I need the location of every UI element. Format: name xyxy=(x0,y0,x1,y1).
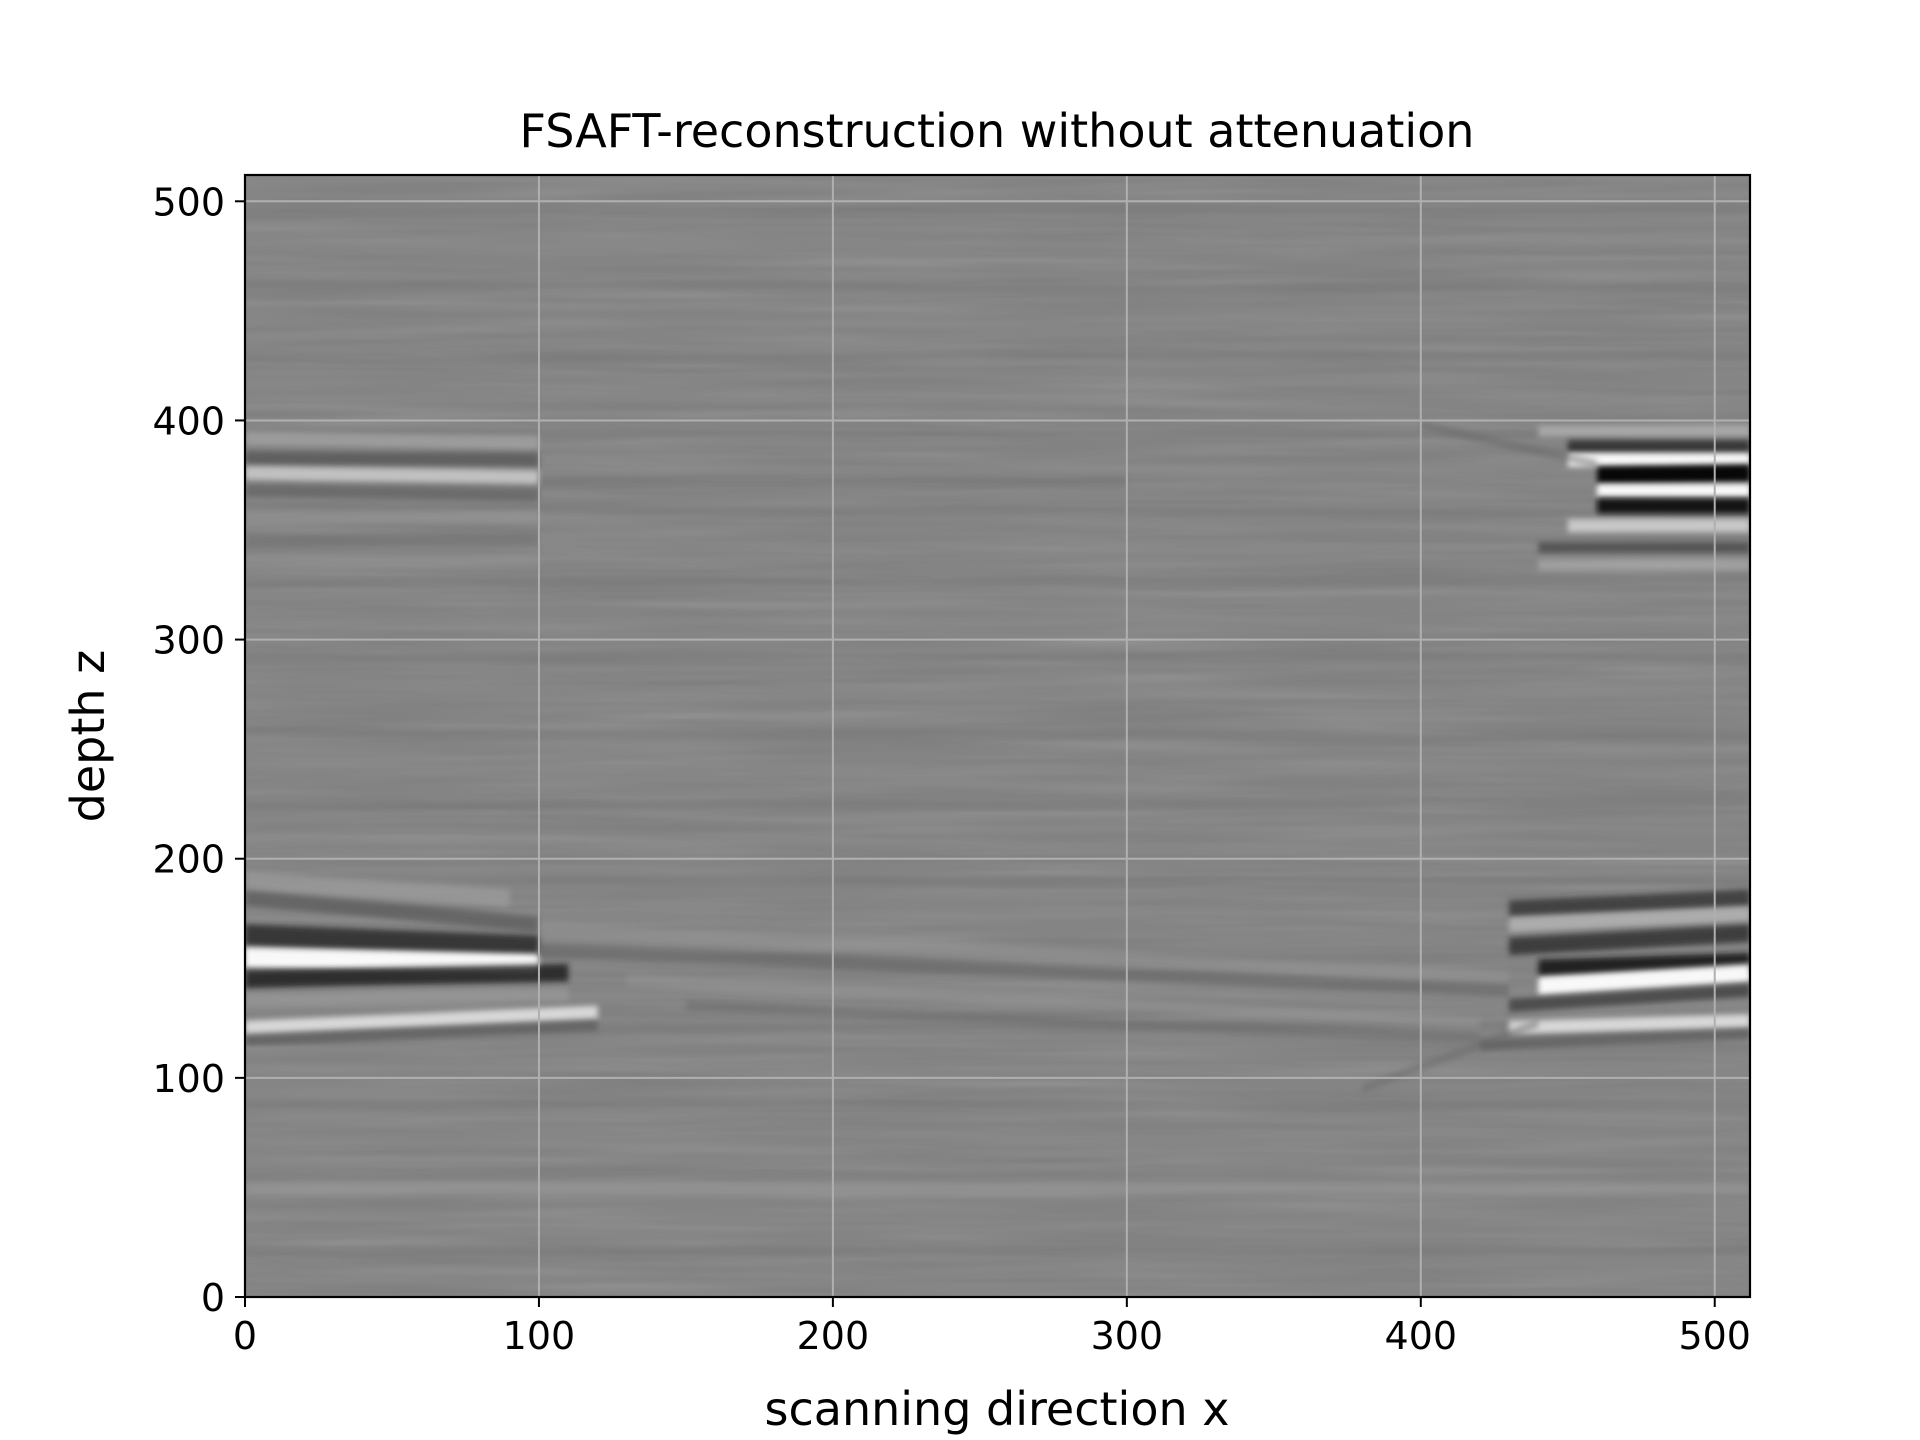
reflector-stripe xyxy=(245,1244,1750,1258)
reflector-stripe xyxy=(245,317,1750,327)
reflector-stripe xyxy=(245,764,1750,774)
reflector-stripe xyxy=(245,483,539,502)
reflector-stripe xyxy=(1538,963,1750,995)
reflector-stripe xyxy=(245,871,510,907)
reflector-stripe xyxy=(627,973,1480,1029)
reflector-stripe xyxy=(1567,519,1750,533)
heatmap-image xyxy=(245,175,1750,1297)
reflector-stripe xyxy=(1361,1018,1539,1094)
y-tick-label: 300 xyxy=(152,619,225,663)
reflector-stripe xyxy=(1597,498,1750,514)
x-axis-ticks: 0 100 200 300 400 500 xyxy=(233,1297,1751,1358)
y-axis-label: depth z xyxy=(61,650,115,823)
reflector-stripe xyxy=(1538,542,1750,554)
reflector-stripe xyxy=(1567,440,1750,454)
reflector-stripe xyxy=(1508,924,1750,956)
reflector-stripe xyxy=(245,890,539,933)
reflector-stripe xyxy=(245,540,1750,550)
reflector-stripe xyxy=(1508,889,1750,918)
reflector-stripe xyxy=(245,429,1750,438)
reflector-stripe xyxy=(1479,1028,1750,1051)
reflector-stripe xyxy=(245,988,569,1008)
reflector-stripe xyxy=(1508,1014,1750,1035)
y-axis-ticks: 0 100 200 300 400 500 xyxy=(152,180,245,1320)
reflector-stripe xyxy=(1508,905,1750,933)
reflector-stripe xyxy=(245,573,1750,587)
reflector-stripe xyxy=(245,652,1750,662)
reflector-stripes xyxy=(245,205,1750,1258)
x-tick-label: 400 xyxy=(1385,1314,1458,1358)
reflector-stripe xyxy=(245,532,539,548)
reflector-stripe xyxy=(245,727,1750,741)
reflector-stripe xyxy=(1538,425,1750,437)
reflector-stripe xyxy=(1597,464,1750,484)
reflector-stripe xyxy=(1508,983,1750,1013)
reflector-stripe xyxy=(538,944,1509,997)
x-tick-label: 300 xyxy=(1091,1314,1164,1358)
reflector-stripe xyxy=(245,510,539,524)
reflector-stripe xyxy=(245,451,539,467)
reflector-stripe xyxy=(245,685,1750,699)
reflector-stripe xyxy=(245,205,1750,215)
reflector-stripe xyxy=(245,838,1750,853)
axes-frame xyxy=(243,173,1752,1299)
reflector-stripe xyxy=(245,963,569,989)
x-axis-label: scanning direction x xyxy=(765,1382,1230,1436)
reflector-stripe xyxy=(245,615,1750,629)
y-tick-label: 0 xyxy=(201,1276,225,1320)
reflector-stripe xyxy=(245,1099,1750,1109)
reflector-stripe xyxy=(245,876,1750,886)
x-tick-label: 0 xyxy=(233,1314,257,1358)
reflector-stripe xyxy=(245,280,1750,294)
reflector-stripe xyxy=(245,555,539,567)
reflector-stripe xyxy=(245,238,1750,252)
reflector-stripe xyxy=(245,1180,1750,1195)
reflector-stripe xyxy=(1538,559,1750,571)
y-tick-label: 400 xyxy=(152,399,225,443)
reflector-stripe xyxy=(245,431,539,449)
x-tick-label: 200 xyxy=(797,1314,870,1358)
reflector-stripe xyxy=(245,462,1750,476)
reflector-stripe xyxy=(245,391,1750,406)
reflector-stripe xyxy=(245,1062,1750,1076)
y-tick-label: 100 xyxy=(152,1057,225,1101)
x-tick-label: 100 xyxy=(503,1314,576,1358)
reflector-stripe xyxy=(245,1019,598,1047)
reflector-stripe xyxy=(1597,483,1750,498)
x-tick-label: 500 xyxy=(1678,1314,1751,1358)
reflector-stripe xyxy=(685,1000,1480,1044)
reflector-stripe xyxy=(245,503,1750,517)
reflector-stripe xyxy=(245,909,1750,923)
y-tick-label: 200 xyxy=(152,838,225,882)
reflector-stripe xyxy=(245,1211,1750,1221)
reflector-stripe xyxy=(538,921,1509,987)
reflector-stripe xyxy=(1420,420,1598,469)
chart-title: FSAFT-reconstruction without attenuation xyxy=(520,104,1475,158)
reflector-stripe xyxy=(1567,453,1750,467)
reflector-stripe xyxy=(245,1132,1750,1146)
reflector-stripe xyxy=(245,797,1750,811)
reflector-stripe xyxy=(245,1005,598,1035)
reflector-stripe xyxy=(245,350,1750,364)
y-tick-label: 500 xyxy=(152,180,225,224)
reflector-stripe xyxy=(245,466,539,484)
